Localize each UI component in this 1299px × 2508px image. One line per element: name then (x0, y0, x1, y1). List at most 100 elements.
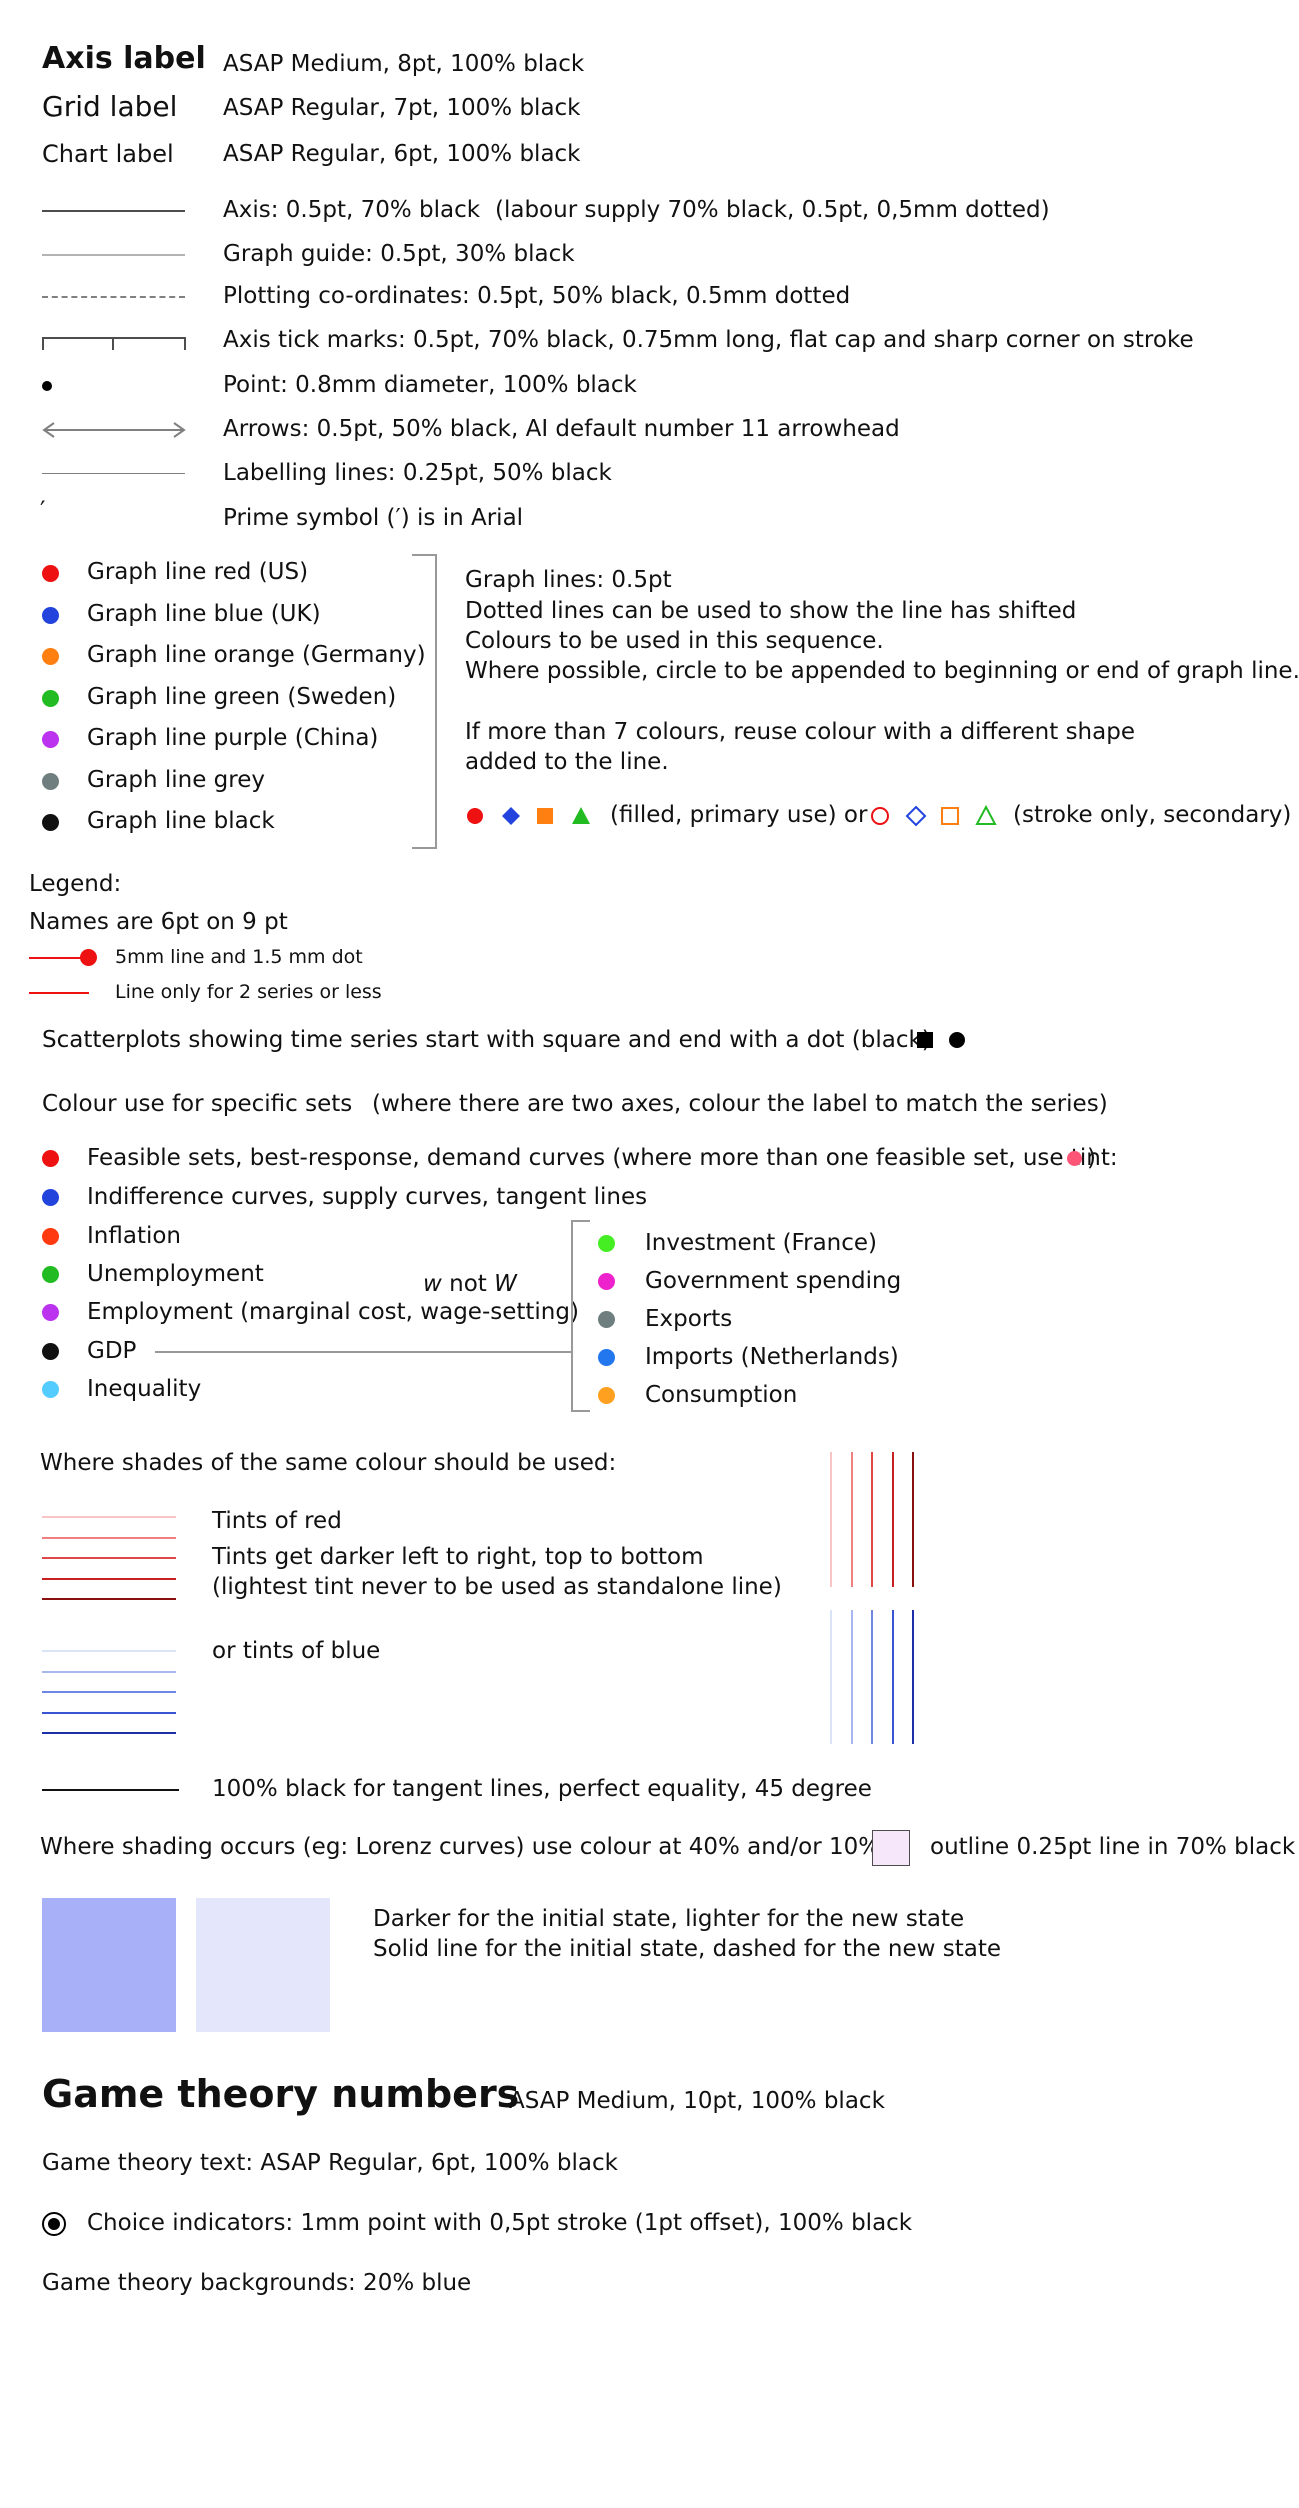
tint-line (42, 1711, 176, 1714)
tint-vertical-line (912, 1452, 914, 1587)
tint-line (42, 1691, 176, 1693)
colour-set-label: Employment (marginal cost, wage-setting) (87, 1299, 579, 1325)
legend-title: Legend: (29, 871, 122, 897)
shading-text: Where shading occurs (eg: Lorenz curves)… (40, 1834, 881, 1860)
axis-note: (labour supply 70% black, 0.5pt, 0,5mm d… (495, 197, 1050, 223)
stroke-square-icon (941, 807, 959, 825)
shading-solid-text: Solid line for the initial state, dashed… (373, 1936, 1002, 1962)
graph-line-dot (42, 606, 59, 624)
shading-initial-text: Darker for the initial state, lighter fo… (373, 1906, 965, 1932)
colour-sets-note: (where there are two axes, colour the la… (372, 1091, 1108, 1117)
filled-square-icon (537, 808, 553, 824)
labelling-spec: Labelling lines: 0.25pt, 50% black (223, 460, 612, 486)
colour-set-dot (42, 1150, 59, 1167)
axis-spec: Axis: 0.5pt, 70% black (223, 197, 481, 223)
game-theory-title: Game theory numbers (42, 2072, 520, 2116)
graph-guide-sample (42, 254, 185, 256)
red-tints-line2: Tints get darker left to right, top to b… (212, 1544, 704, 1570)
tint-line (42, 1732, 176, 1734)
colour-set-dot (42, 1343, 59, 1360)
prime-spec: Prime symbol (′) is in Arial (223, 505, 524, 531)
colour-sets-bracket (571, 1220, 590, 1412)
gdp-connector (155, 1351, 573, 1353)
axis-line-sample (42, 210, 185, 212)
legend-line-caption: Line only for 2 series or less (115, 981, 382, 1003)
tint-line (42, 1516, 176, 1518)
blue-tints-text: or tints of blue (212, 1638, 381, 1664)
tint-vertical-line (830, 1610, 832, 1744)
tint-line (42, 1598, 176, 1600)
colour-set-dot (42, 1189, 59, 1206)
grid-label-spec: ASAP Regular, 7pt, 100% black (223, 95, 581, 121)
colour-set-label: Inequality (87, 1376, 202, 1402)
choice-indicator-text: Choice indicators: 1mm point with 0,5pt … (87, 2210, 913, 2236)
ticks-spec: Axis tick marks: 0.5pt, 70% black, 0.75m… (223, 327, 1194, 353)
graph-notes-6: added to the line. (465, 749, 669, 775)
colour-set-dot (598, 1349, 615, 1366)
filled-shapes (467, 807, 590, 825)
graph-line-label: Graph line purple (China) (87, 725, 379, 751)
graph-notes-1: Graph lines: 0.5pt (465, 567, 672, 593)
colour-set-dot (42, 1266, 59, 1283)
stroke-circle-icon (871, 807, 889, 825)
colour-set-dot (598, 1273, 615, 1290)
tint-line (42, 1650, 176, 1652)
stroke-diamond-icon (905, 805, 927, 827)
graph-line-dot (42, 731, 59, 748)
colour-set-label: Inflation (87, 1223, 181, 1249)
colour-set-dot (42, 1304, 59, 1321)
plotting-spec: Plotting co-ordinates: 0.5pt, 50% black,… (223, 283, 851, 309)
grid-label-sample: Grid label (42, 90, 178, 123)
graph-line-label: Graph line red (US) (87, 559, 309, 585)
tint-line (42, 1536, 176, 1539)
graph-line-dot (42, 814, 59, 831)
tint-line (42, 1670, 176, 1673)
tint-vertical-line (871, 1452, 873, 1587)
colour-set-label: GDP (87, 1338, 137, 1364)
labelling-line-sample (42, 473, 185, 474)
colour-set-label: Feasible sets, best-response, demand cur… (87, 1145, 1118, 1171)
legend-dot (80, 949, 97, 966)
filled-triangle-icon (572, 807, 590, 824)
legend-names: Names are 6pt on 9 pt (29, 909, 288, 935)
stroke-caption: (stroke only, secondary) (1013, 802, 1292, 828)
colour-set-dot (598, 1235, 615, 1252)
tint-vertical-line (891, 1610, 894, 1744)
graph-notes-3: Colours to be used in this sequence. (465, 628, 884, 654)
axis-label-sample: Axis label (42, 41, 206, 76)
filled-diamond-icon (502, 807, 520, 825)
colour-set-label: Consumption (645, 1382, 798, 1408)
scatter-text: Scatterplots showing time series start w… (42, 1027, 931, 1053)
colour-sets-title: Colour use for specific sets (42, 1091, 353, 1117)
graph-line-label: Graph line blue (UK) (87, 600, 321, 627)
graph-lines-bracket (412, 554, 437, 849)
colour-set-label: Government spending (645, 1268, 902, 1294)
tick-marks-sample (42, 337, 186, 350)
colour-set-dot (42, 1228, 59, 1245)
graph-notes-4: Where possible, circle to be appended to… (465, 658, 1299, 684)
colour-set-label: Exports (645, 1306, 733, 1332)
colour-set-label: Indifference curves, supply curves, tang… (87, 1184, 648, 1210)
tint-close: ) (1087, 1145, 1096, 1171)
graph-guide-spec: Graph guide: 0.5pt, 30% black (223, 241, 575, 267)
legend-line-only-sample (29, 992, 89, 994)
tint-vertical-line (912, 1610, 914, 1744)
light-shade-swatch (196, 1898, 330, 2032)
graph-line-dot (42, 648, 59, 665)
stroke-shapes (871, 804, 997, 827)
colour-set-dot (598, 1387, 615, 1404)
black-line-sample (42, 1789, 179, 1791)
graph-line-label: Graph line green (Sweden) (87, 683, 397, 710)
graph-line-label: Graph line black (87, 808, 275, 834)
tint-vertical-line (850, 1452, 853, 1587)
chart-label-spec: ASAP Regular, 6pt, 100% black (223, 141, 581, 167)
tint-vertical-line (850, 1610, 853, 1744)
tint-line (42, 1577, 176, 1580)
graph-line-dot (42, 772, 59, 790)
tint-vertical-line (891, 1452, 894, 1587)
filled-circle-icon (467, 808, 483, 824)
graph-notes-5: If more than 7 colours, reuse colour wit… (465, 719, 1135, 745)
game-theory-backgrounds: Game theory backgrounds: 20% blue (42, 2270, 472, 2296)
arrows-spec: Arrows: 0.5pt, 50% black, AI default num… (223, 416, 900, 442)
shades-title: Where shades of the same colour should b… (40, 1450, 617, 1476)
